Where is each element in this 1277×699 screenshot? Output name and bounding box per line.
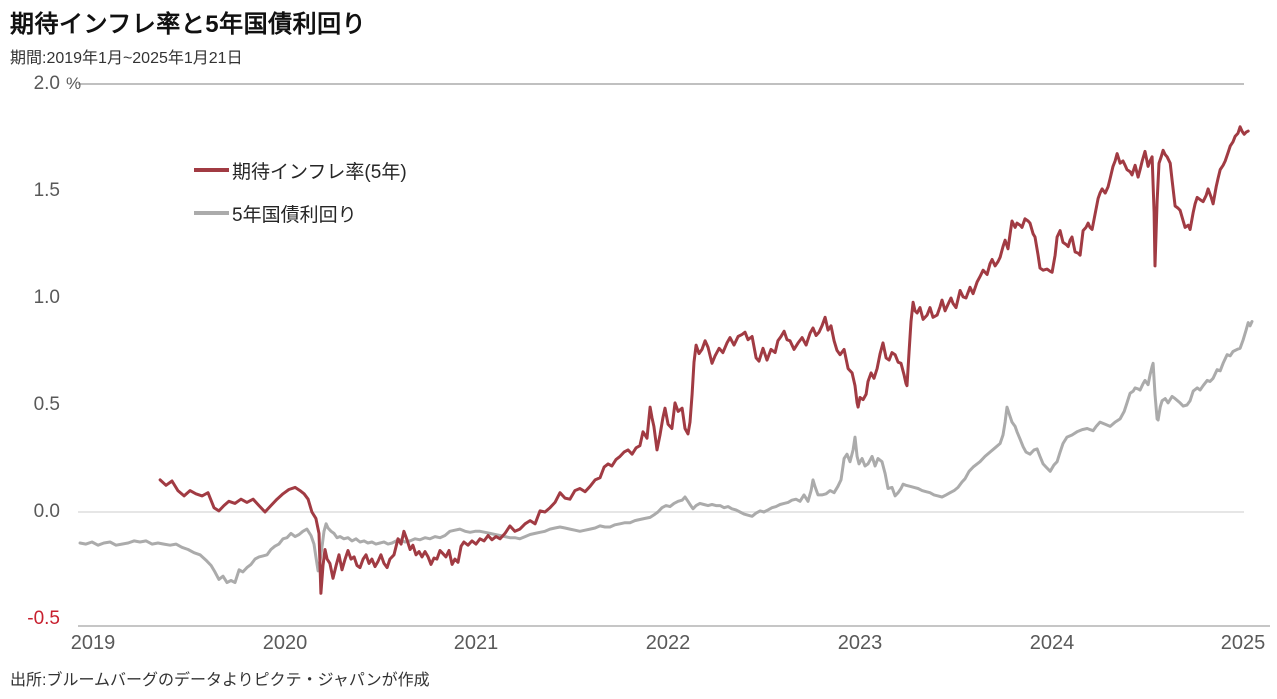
chart-title: 期待インフレ率と5年国債利回り: [10, 11, 367, 38]
legend-item-jgb-yield: 5年国債利回り: [194, 198, 407, 228]
y-tick-neg-0.5: -0.5: [27, 608, 60, 629]
jgb-yield-line-swatch: [194, 211, 229, 215]
x-tick-2025: 2025: [1220, 632, 1266, 654]
x-tick-2020: 2020: [262, 632, 308, 654]
y-tick-0.0: 0.0: [33, 501, 60, 522]
expected-inflation-line-swatch: [194, 168, 229, 172]
source-note: 出所:ブルームバーグのデータよりピクテ・ジャパンが作成: [10, 672, 430, 689]
x-tick-2024: 2024: [1029, 632, 1075, 654]
y-tick-1.0: 1.0: [33, 287, 60, 308]
x-tick-2022: 2022: [645, 632, 691, 654]
expected-inflation-legend-label: 期待インフレ率(5年): [232, 161, 407, 183]
legend: 期待インフレ率(5年) 5年国債利回り: [194, 155, 407, 241]
y-tick-2.0: 2.0: [33, 73, 60, 94]
x-tick-2019: 2019: [70, 632, 116, 654]
y-axis-unit: %: [66, 74, 82, 93]
chart-period: 期間:2019年1月~2025年1月21日: [10, 50, 243, 67]
jgb-yield-line: [78, 320, 1254, 585]
y-tick-0.5: 0.5: [33, 394, 60, 415]
legend-item-expected-inflation: 期待インフレ率(5年): [194, 155, 407, 185]
x-tick-2023: 2023: [837, 632, 883, 654]
expected-inflation-line: [158, 125, 1250, 595]
y-tick-1.5: 1.5: [33, 180, 60, 201]
x-tick-2021: 2021: [453, 632, 499, 654]
jgb-yield-legend-label: 5年国債利回り: [232, 204, 357, 226]
